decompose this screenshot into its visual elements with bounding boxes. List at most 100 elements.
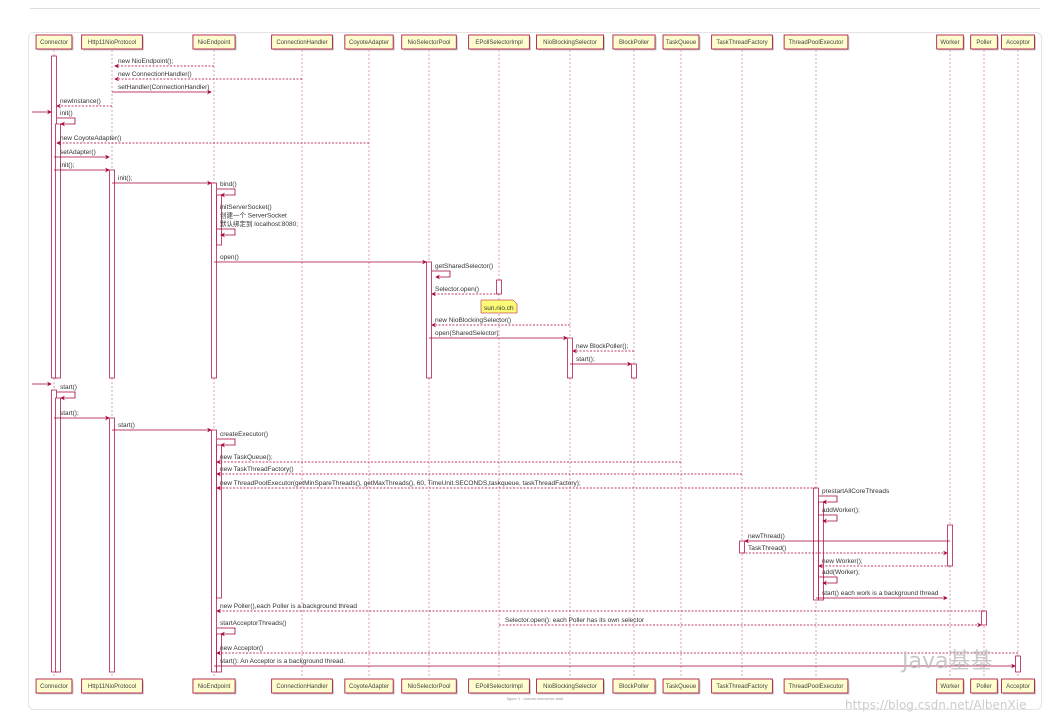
message-label: new BlockPoller(); <box>576 343 629 350</box>
message-label: new ThreadPoolExecutor(getMinSpareThread… <box>220 480 581 487</box>
watermark: Java基基 https://blog.csdn.net/AlbenXie <box>845 649 1026 712</box>
participant-box: BlockPoller <box>612 34 657 51</box>
participant-box: Poller <box>970 34 999 51</box>
message: TaskThread() <box>742 545 948 556</box>
activation-bar <box>739 540 745 554</box>
participant-box: NioBlockingSelector <box>536 34 605 51</box>
self-message-arrow <box>217 438 236 448</box>
participant-label: NioEndpoint <box>198 684 231 690</box>
message: createExecutor() <box>217 431 268 448</box>
activation-bar <box>631 363 637 379</box>
participant-label: NioSelectorPool <box>407 40 450 46</box>
message: new Acceptor() <box>216 645 1018 656</box>
message-label: addWorker(); <box>822 507 860 514</box>
participant-label: Connector <box>40 40 68 46</box>
participant-box: EPollSelectorImpl <box>468 678 531 695</box>
participant-label: Connector <box>40 684 68 690</box>
participant-label: CoyoteAdapter <box>349 684 389 690</box>
message: start(); <box>54 410 110 421</box>
message: add(Worker); <box>819 569 860 586</box>
self-message-arrow <box>217 228 236 238</box>
participant-rect <box>970 34 998 50</box>
message-label: start(); <box>576 356 595 363</box>
message-label: init(); <box>118 175 133 182</box>
participant-rect <box>468 678 530 694</box>
message: Selector.open() <box>431 286 499 297</box>
participant-label: NioBlockingSelector <box>543 40 597 46</box>
self-message-arrow <box>819 576 838 586</box>
figure-caption: figure 1 - tomcat connector start <box>507 696 564 701</box>
participant-box: CoyoteAdapter <box>344 678 395 695</box>
participant-box: TaskQueue <box>662 34 701 51</box>
message-label: new TaskQueue(); <box>220 454 273 461</box>
message: getSharedSelector() <box>432 263 493 280</box>
participant-label: Acceptor <box>1006 40 1030 46</box>
participant-rect <box>783 34 849 50</box>
participant-box: Http11NioProtocol <box>81 678 144 695</box>
self-message-arrow <box>819 514 838 524</box>
message-label: new CoyoteAdapter() <box>60 135 121 142</box>
participant-label: EPollSelectorImpl <box>475 684 522 690</box>
message: init(); <box>54 162 110 173</box>
participant-box: Http11NioProtocol <box>81 34 144 51</box>
message: init() <box>57 110 76 127</box>
message: start() <box>112 422 212 433</box>
message: new CoyoteAdapter() <box>56 135 369 146</box>
message-label: open(SharedSelector) <box>435 330 499 337</box>
participant-rect <box>344 34 394 50</box>
self-message-arrow <box>217 627 236 637</box>
message-label: start() each work is a background thread <box>822 590 939 597</box>
participant-box: Worker <box>936 34 965 51</box>
message-label: Selector.open(): each Poller has its own… <box>505 617 645 624</box>
message: new NioEndpoint(); <box>114 58 214 69</box>
message-label: prestartAllCoreThreads <box>822 488 890 495</box>
message-label: setAdapter() <box>60 149 96 156</box>
activation-bar <box>947 524 953 567</box>
message: start(): An Acceptor is a background thr… <box>214 658 1016 669</box>
message: open(SharedSelector) <box>429 330 568 341</box>
message-label: new ConnectionHandler() <box>118 71 192 78</box>
note-text: sun.nio.ch <box>484 305 514 312</box>
participant-rect <box>344 678 394 694</box>
message-label: new NioBlockingSelector() <box>435 317 511 324</box>
participant-label: Http11NioProtocol <box>88 684 136 690</box>
participant-box: ConnectionHandler <box>271 34 334 51</box>
participant-box: Acceptor <box>1001 678 1036 695</box>
message-label: new TaskThreadFactory() <box>220 466 294 473</box>
participant-label: ConnectionHandler <box>276 684 327 690</box>
participant-rect <box>662 34 700 50</box>
activation-bar <box>216 444 222 599</box>
participant-label: ConnectionHandler <box>276 40 327 46</box>
message: new ThreadPoolExecutor(getMinSpareThread… <box>216 480 816 491</box>
participant-rect <box>401 678 457 694</box>
message-label: setHandler(ConnectionHandler) <box>118 84 209 91</box>
participant-rect <box>192 34 236 50</box>
participant-box: Worker <box>936 678 965 695</box>
participant-rect <box>936 678 964 694</box>
participant-rect <box>970 678 998 694</box>
message-label: 默认绑定到 localhost:8080; <box>220 219 298 228</box>
message-label: init(); <box>60 162 75 169</box>
participant-rect <box>271 34 333 50</box>
message: addWorker(); <box>819 507 860 524</box>
participant-rect <box>81 678 143 694</box>
message: setAdapter() <box>54 149 110 160</box>
participant-label: NioEndpoint <box>198 40 231 46</box>
message: prestartAllCoreThreads <box>819 488 890 505</box>
message-label: TaskThread() <box>748 545 786 552</box>
message: new BlockPoller(); <box>572 343 634 354</box>
participant-box: CoyoteAdapter <box>344 34 395 51</box>
participant-box: TaskQueue <box>662 678 701 695</box>
diagram-frame <box>28 32 1042 710</box>
participant-label: ThreadPoolExecutor <box>789 40 844 46</box>
message-label: bind() <box>220 181 237 188</box>
message: setHandler(ConnectionHandler) <box>112 84 212 95</box>
participant-box: Connector <box>35 34 74 51</box>
message: start() each work is a background thread <box>816 590 948 601</box>
watermark-url: https://blog.csdn.net/AlbenXie <box>845 698 1026 712</box>
message-label: newInstance() <box>60 98 101 105</box>
participant-rect <box>711 678 773 694</box>
participant-label: Poller <box>976 684 991 690</box>
participant-label: Worker <box>940 684 959 690</box>
participant-label: ThreadPoolExecutor <box>789 684 844 690</box>
